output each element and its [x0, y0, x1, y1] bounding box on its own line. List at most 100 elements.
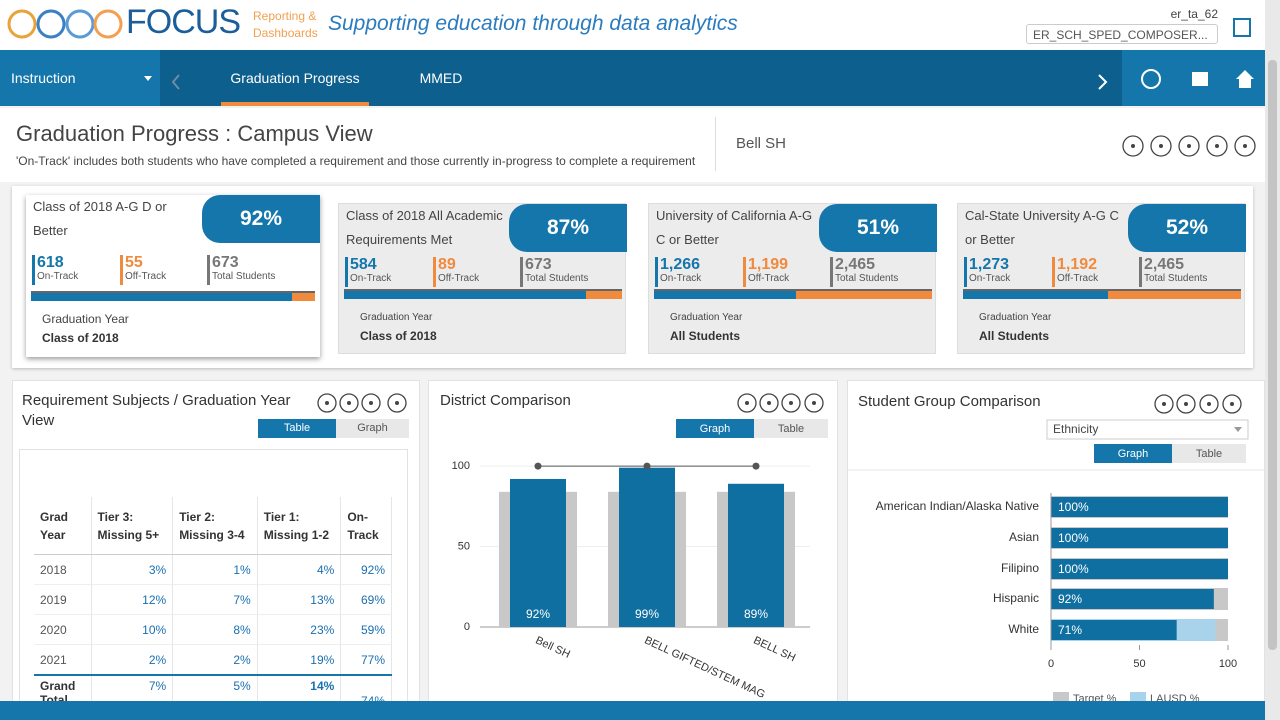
panel-icon[interactable] — [759, 393, 779, 413]
panel-icon-dot — [745, 401, 749, 405]
card-percent: 52% — [1128, 204, 1246, 252]
bar — [728, 483, 784, 627]
tool-icon[interactable] — [1178, 135, 1200, 157]
value-label: 92% — [526, 607, 550, 621]
tab-underline — [221, 102, 369, 106]
count-label: Total Students — [835, 273, 899, 284]
home-icon[interactable] — [1236, 70, 1254, 88]
panel-icon[interactable] — [1154, 394, 1174, 414]
panel-icon[interactable] — [1199, 394, 1219, 414]
panel-icon-dot — [767, 401, 771, 405]
header — [0, 0, 1265, 50]
panel-icon[interactable] — [387, 393, 407, 413]
value-label: 99% — [635, 607, 659, 621]
value-label: 100% — [1058, 500, 1089, 514]
dropdown[interactable] — [1046, 419, 1249, 440]
summary-card[interactable]: Cal-State University A-G C or Better 52% 1… — [957, 203, 1246, 354]
nav-tab[interactable]: Graduation Progress — [230, 70, 360, 86]
count-marker — [1052, 257, 1055, 287]
table-cell: 59% — [340, 614, 392, 645]
table-cell: 1% — [172, 554, 258, 585]
bar — [1051, 620, 1177, 640]
apps-icon[interactable] — [1192, 72, 1208, 86]
count-marker — [345, 257, 348, 287]
summary-card[interactable]: Class of 2018 All Academic Requirements … — [338, 203, 627, 354]
header-cell: Tier 1: Missing 1-2 — [257, 497, 342, 555]
nav-tab[interactable]: MMED — [419, 70, 463, 86]
toggle-button[interactable] — [676, 419, 754, 438]
toggle-button[interactable] — [1094, 444, 1172, 463]
panel-icon-dot — [812, 401, 816, 405]
year-label: Graduation Year — [360, 312, 433, 323]
progress-on-track — [344, 289, 586, 299]
toggle-button[interactable]: Table — [258, 419, 336, 438]
x-tick-label: BELL GIFTED/STEM MAG — [643, 634, 767, 701]
value-label: 89% — [744, 607, 768, 621]
panel-icon[interactable] — [339, 393, 359, 413]
value-label: 92% — [1058, 592, 1082, 606]
toggle-button[interactable]: Graph — [336, 419, 409, 438]
summary-card[interactable]: University of California A-G C or Better… — [648, 203, 937, 354]
panel-icon[interactable] — [1222, 394, 1242, 414]
toggle-label: Table — [778, 423, 804, 435]
logout-icon[interactable] — [1233, 18, 1251, 37]
table-cell: 69% — [340, 584, 392, 615]
y-category-label: White — [1008, 622, 1039, 636]
count-marker — [830, 257, 833, 287]
table-cell: 19% — [257, 644, 342, 676]
page-title: Graduation Progress : Campus View — [16, 121, 373, 146]
x-tick-label: 100 — [1219, 658, 1237, 670]
tool-icon-dot — [1215, 144, 1219, 148]
count-value: 1,199 — [748, 256, 789, 273]
count-value: 1,192 — [1057, 256, 1098, 273]
tool-icon[interactable] — [1122, 135, 1144, 157]
tool-icon[interactable] — [1234, 135, 1256, 157]
panel-icon[interactable] — [361, 393, 381, 413]
target-dot — [752, 462, 760, 470]
count-value: 1,273 — [969, 256, 1010, 273]
value-label: 100% — [1058, 562, 1089, 576]
progress-on-track — [31, 291, 293, 301]
target-dot — [534, 462, 542, 470]
tool-icon[interactable] — [1150, 135, 1172, 157]
panel-icon[interactable] — [781, 393, 801, 413]
count-marker — [655, 257, 658, 287]
panel-icon[interactable] — [1176, 394, 1196, 414]
summary-card[interactable]: Class of 2018 A-G D or Better 92% 618 On-Tr… — [26, 195, 320, 357]
scroll-thumb[interactable] — [1268, 60, 1277, 650]
menu-caret — [144, 76, 152, 81]
card-percent: 51% — [819, 204, 937, 252]
add-icon[interactable] — [1141, 69, 1161, 89]
role-select[interactable]: ER_SCH_SPED_COMPOSER... — [1026, 24, 1218, 44]
toggle-button[interactable] — [754, 419, 828, 438]
tool-icon-dot — [1187, 144, 1191, 148]
count-label: Total Students — [1144, 273, 1208, 284]
toggle-button[interactable] — [1172, 444, 1246, 463]
panel-icon[interactable] — [317, 393, 337, 413]
y-category-label: American Indian/Alaska Native — [876, 499, 1040, 513]
y-tick-label: 100 — [452, 460, 470, 472]
panel-icon[interactable] — [737, 393, 757, 413]
bar — [1051, 559, 1228, 579]
nav-arrow[interactable] — [171, 74, 180, 90]
bar — [1051, 528, 1228, 548]
chart-title: District Comparison — [440, 392, 571, 409]
dropdown-caret — [1234, 427, 1242, 432]
progress-on-track — [963, 289, 1108, 299]
panel-icon-dot — [789, 401, 793, 405]
logo-icon — [36, 9, 66, 39]
nav-arrow[interactable] — [1098, 74, 1108, 90]
divider — [715, 117, 716, 171]
year-value: Class of 2018 — [360, 329, 437, 343]
x-tick-label: 0 — [1048, 658, 1054, 670]
panel-icon[interactable] — [804, 393, 824, 413]
tool-icon[interactable] — [1206, 135, 1228, 157]
card-title: Class of 2018 All Academic Requirements … — [346, 208, 503, 247]
bar — [1051, 497, 1228, 517]
count-marker — [964, 257, 967, 287]
menu[interactable]: Instruction — [0, 50, 160, 106]
count-marker — [433, 257, 436, 287]
table-cell: 2020 — [34, 614, 92, 645]
table-cell: 13% — [257, 584, 342, 615]
table-cell: 2018 — [34, 554, 92, 585]
